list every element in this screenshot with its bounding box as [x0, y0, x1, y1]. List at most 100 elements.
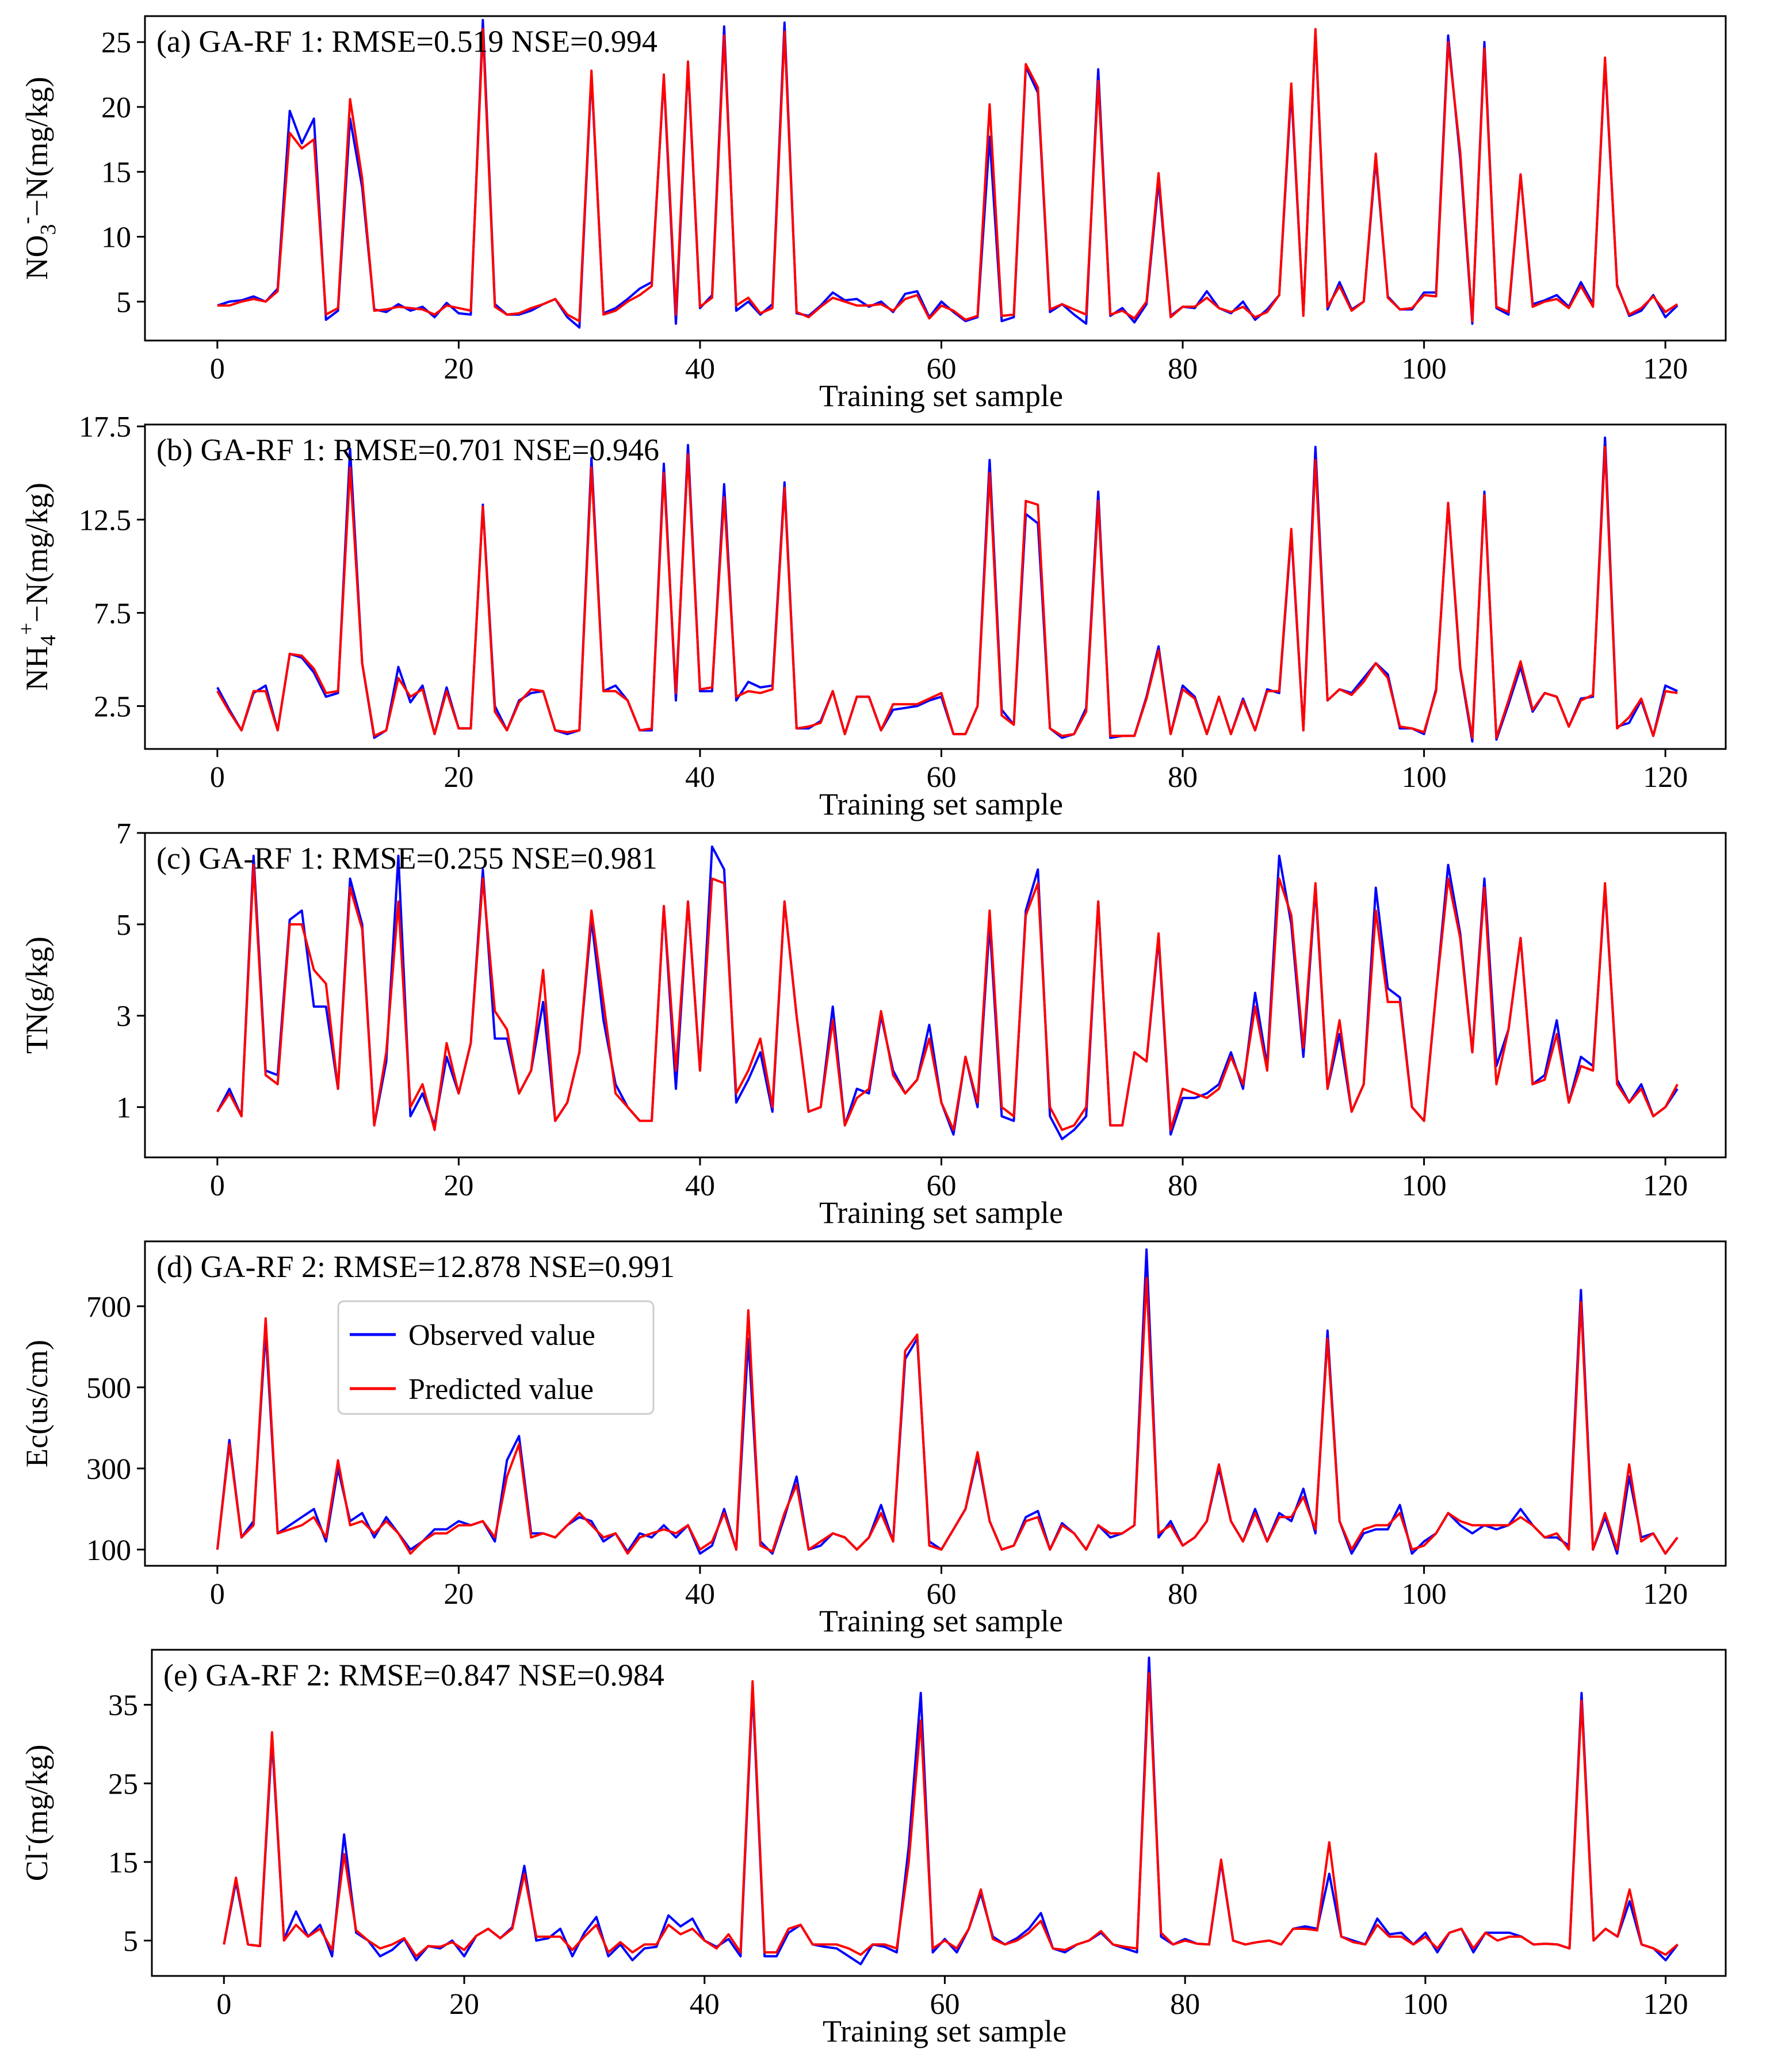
x-tick-label: 120	[1643, 353, 1688, 385]
y-tick-label: 300	[86, 1453, 131, 1486]
y-tick-label: 5	[123, 1925, 138, 1958]
x-tick-label: 80	[1168, 353, 1198, 385]
predicted-series-line	[216, 863, 1679, 1131]
y-tick-label: 15	[108, 1847, 138, 1879]
panel-title: (b) GA-RF 1: RMSE=0.701 NSE=0.946	[156, 433, 659, 467]
panel-a: 0 20 40 60 80 100 120 5 10 15 20 25 Training set sam…	[14, 15, 1727, 413]
x-tick-label: 80	[1168, 1169, 1198, 1202]
x-tick-label: 120	[1643, 1169, 1688, 1202]
plot-frame	[151, 1649, 1727, 1977]
plot-frame	[144, 1240, 1727, 1567]
plot-frame	[144, 832, 1727, 1159]
observed-series-line	[217, 18, 1679, 329]
panel-title: (e) GA-RF 2: RMSE=0.847 NSE=0.984	[163, 1658, 664, 1692]
panel-e: 0 20 40 60 80 100 120 5 15 25 35 Training set sampl…	[16, 1649, 1727, 2048]
x-tick-label: 60	[926, 761, 956, 794]
legend-observed-label: Observed value	[408, 1319, 595, 1352]
predicted-series-line	[217, 28, 1679, 323]
x-tick-label: 120	[1643, 761, 1688, 794]
y-axis-label: NO3-−N(mg/kg)	[14, 77, 60, 280]
y-tick-label: 17.5	[79, 411, 131, 444]
x-tick-label: 0	[216, 1988, 231, 2021]
y-tick-label: 35	[108, 1689, 138, 1722]
x-tick-label: 60	[926, 1578, 956, 1611]
panel-d: 0 20 40 60 80 100 120 100 300 500 700 Training set …	[20, 1240, 1727, 1638]
y-tick-label: 25	[108, 1768, 138, 1800]
legend-box	[337, 1300, 655, 1415]
y-tick-label: 15	[101, 156, 131, 189]
y-label-rest: −N(mg/kg)	[20, 77, 54, 216]
y-label-subscript: 3	[36, 224, 60, 235]
y-tick-label: 7	[116, 817, 131, 850]
y-label-rest: (mg/kg)	[20, 1745, 54, 1845]
x-axis-label: Training set sample	[819, 787, 1063, 821]
x-tick-label: 100	[1402, 353, 1447, 385]
y-axis-label: TN(g/kg)	[20, 936, 54, 1054]
y-tick-label: 700	[86, 1291, 131, 1324]
y-label-base: NO	[20, 235, 54, 280]
y-tick-label: 500	[86, 1372, 131, 1405]
x-tick-label: 20	[444, 761, 473, 794]
y-tick-label: 25	[101, 26, 131, 59]
y-tick-label: 2.5	[94, 690, 131, 723]
observed-series-line	[216, 845, 1679, 1141]
predicted-series-line	[216, 445, 1678, 739]
x-tick-label: 80	[1170, 1988, 1200, 2021]
y-tick-label: 100	[86, 1534, 131, 1567]
x-tick-label: 40	[690, 1988, 720, 2021]
y-label-superscript: +	[14, 622, 39, 634]
panel-b: 0 20 40 60 80 100 120 2.5 7.5 12.5 17.5 Training se…	[14, 411, 1727, 821]
observed-series-line	[223, 1656, 1679, 1966]
plot-frame	[144, 15, 1727, 342]
x-tick-label: 40	[685, 1169, 715, 1202]
y-label-subscript: 4	[36, 635, 60, 646]
plot-frame	[144, 423, 1727, 750]
x-tick-label: 20	[444, 353, 473, 385]
x-tick-label: 100	[1403, 1988, 1448, 2021]
x-tick-label: 40	[685, 353, 715, 385]
x-tick-label: 40	[685, 761, 715, 794]
panel-c: 0 20 40 60 80 100 120 1 3 5 7 Training set sample TN…	[20, 817, 1727, 1230]
panel-title: (a) GA-RF 1: RMSE=0.519 NSE=0.994	[156, 24, 657, 59]
y-label-base: Cl	[20, 1852, 54, 1881]
y-tick-label: 3	[116, 1000, 131, 1033]
y-label-superscript: -	[16, 1845, 40, 1852]
y-label-superscript: -	[14, 217, 39, 224]
predicted-series-line	[216, 1276, 1679, 1555]
x-tick-label: 0	[210, 1169, 225, 1202]
x-tick-label: 60	[926, 353, 956, 385]
x-axis-label: Training set sample	[819, 1604, 1063, 1638]
x-tick-label: 120	[1643, 1578, 1688, 1611]
x-tick-label: 100	[1402, 1578, 1447, 1611]
y-tick-label: 1	[116, 1092, 131, 1125]
y-label-rest: −N(mg/kg)	[20, 483, 54, 622]
x-tick-label: 0	[210, 761, 225, 794]
x-tick-label: 60	[930, 1988, 959, 2021]
y-axis-label: NH4+−N(mg/kg)	[14, 483, 60, 691]
x-axis-label: Training set sample	[823, 2014, 1066, 2048]
x-tick-label: 100	[1402, 761, 1447, 794]
legend-predicted-label: Predicted value	[408, 1373, 594, 1406]
x-tick-label: 20	[449, 1988, 479, 2021]
y-tick-label: 5	[116, 286, 131, 319]
y-tick-label: 10	[101, 221, 131, 254]
x-tick-label: 0	[210, 353, 225, 385]
x-tick-label: 20	[444, 1578, 473, 1611]
panel-title: (d) GA-RF 2: RMSE=12.878 NSE=0.991	[156, 1249, 675, 1284]
observed-series-line	[216, 436, 1678, 743]
x-tick-label: 80	[1168, 761, 1198, 794]
legend: Observed value Predicted value	[337, 1300, 655, 1415]
y-tick-label: 7.5	[94, 597, 131, 630]
y-tick-label: 5	[116, 909, 131, 942]
x-tick-label: 100	[1402, 1169, 1447, 1202]
y-tick-label: 20	[101, 91, 131, 124]
x-tick-label: 60	[926, 1169, 956, 1202]
y-label-base: NH	[20, 646, 54, 691]
y-tick-label: 12.5	[79, 504, 131, 537]
panel-title: (c) GA-RF 1: RMSE=0.255 NSE=0.981	[156, 841, 657, 876]
x-tick-label: 120	[1643, 1988, 1688, 2021]
x-tick-label: 80	[1168, 1578, 1198, 1611]
predicted-series-line	[223, 1672, 1679, 1958]
